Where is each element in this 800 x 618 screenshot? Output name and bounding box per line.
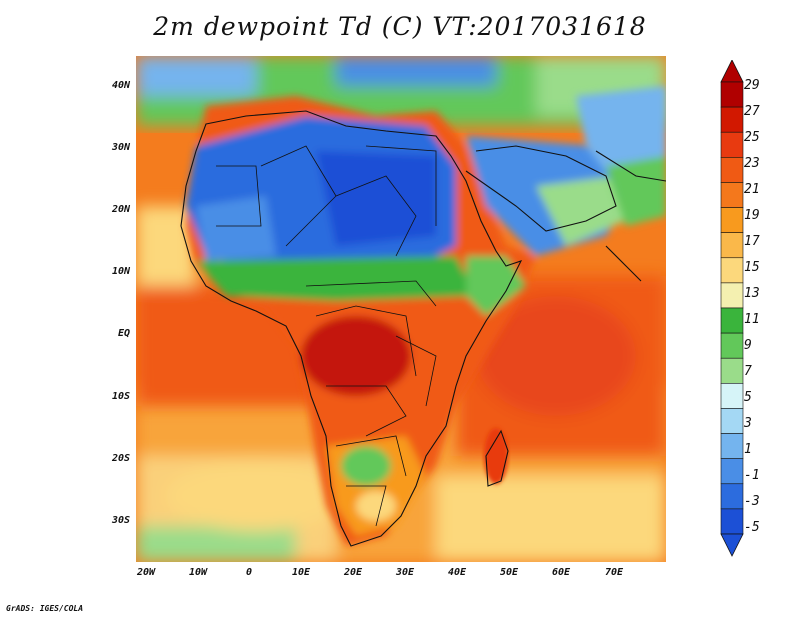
asia-field <box>576 86 666 226</box>
colorbar-label-11: 11 <box>744 312 760 327</box>
colorbar-label-19: 19 <box>744 208 760 223</box>
colorbar-top-arrow <box>720 60 744 83</box>
colorbar-box <box>720 282 744 309</box>
colorbar-label-neg3: -3 <box>744 494 760 509</box>
colorbar-box <box>720 106 744 133</box>
lon-label-10e: 10E <box>291 567 311 578</box>
colorbar-label-13: 13 <box>744 286 760 301</box>
madagascar <box>484 428 508 484</box>
colorbar-box <box>720 408 744 434</box>
continent-field <box>186 96 636 546</box>
lat-label-10n: 10N <box>111 266 130 277</box>
colorbar-box <box>720 131 744 158</box>
country-borders <box>216 145 437 527</box>
colorbar-label-5: 5 <box>744 390 752 405</box>
colorbar-label-25: 25 <box>744 130 760 145</box>
colorbar-box <box>720 332 744 359</box>
colorbar-box <box>720 257 744 284</box>
lon-label-10w: 10W <box>188 567 208 578</box>
colorbar-label-9: 9 <box>744 338 752 353</box>
lon-label-0: 0 <box>245 567 253 578</box>
colorbar-bottom-arrow <box>720 533 744 557</box>
lat-label-10s: 10S <box>111 391 130 402</box>
arabia-coastline <box>465 145 617 232</box>
colorbar-box <box>720 483 744 510</box>
colorbar-label-23: 23 <box>744 156 760 171</box>
lat-label-30s: 30S <box>111 515 130 526</box>
colorbar-boxes <box>720 81 744 535</box>
lon-label-40e: 40E <box>447 567 467 578</box>
madagascar-coastline <box>485 429 509 487</box>
lon-label-60e: 60E <box>551 567 571 578</box>
lon-label-20e: 20E <box>343 567 363 578</box>
lat-label-20s: 20S <box>111 453 130 464</box>
dewpoint-map <box>136 56 667 562</box>
colorbar-label-neg1: -1 <box>744 468 760 483</box>
lat-label-20n: 20N <box>111 204 130 215</box>
colorbar-box <box>720 433 744 459</box>
colorbar-label-29: 29 <box>744 78 760 93</box>
lon-label-20w: 20W <box>136 567 156 578</box>
colorbar-label-21: 21 <box>744 182 760 197</box>
colorbar-label-1: 1 <box>744 442 752 457</box>
colorbar-label-3: 3 <box>744 416 752 431</box>
colorbar-label-17: 17 <box>744 234 760 249</box>
colorbar <box>720 60 744 557</box>
colorbar-box <box>720 232 744 259</box>
colorbar-label-7: 7 <box>744 364 752 379</box>
colorbar-box <box>720 357 744 384</box>
colorbar-box <box>720 182 744 208</box>
lat-label-40n: 40N <box>111 80 130 91</box>
map-title: 2m dewpoint Td (C) VT:2017031618 <box>153 12 647 41</box>
colorbar-label-27: 27 <box>744 104 760 119</box>
coastlines <box>180 110 667 547</box>
colorbar-box <box>720 458 744 485</box>
colorbar-box <box>720 383 744 409</box>
map-canvas <box>136 56 667 562</box>
colorbar-label-15: 15 <box>744 260 760 275</box>
colorbar-box <box>720 508 744 535</box>
africa-coastline <box>180 110 523 547</box>
colorbar-label-neg5: -5 <box>744 520 760 535</box>
iran-coastline <box>595 150 667 182</box>
lat-label-30n: 30N <box>111 142 130 153</box>
lat-label-eq: EQ <box>117 328 130 339</box>
lon-label-30e: 30E <box>395 567 415 578</box>
colorbar-box <box>720 157 744 183</box>
lon-label-70e: 70E <box>604 567 624 578</box>
colorbar-box <box>720 81 744 108</box>
lon-label-50e: 50E <box>499 567 519 578</box>
tropical-ocean-field <box>136 206 666 456</box>
india-coastline <box>605 245 642 282</box>
grads-credit: GrADS: IGES/COLA <box>6 604 84 613</box>
colorbar-box <box>720 307 744 334</box>
colorbar-box <box>720 207 744 233</box>
